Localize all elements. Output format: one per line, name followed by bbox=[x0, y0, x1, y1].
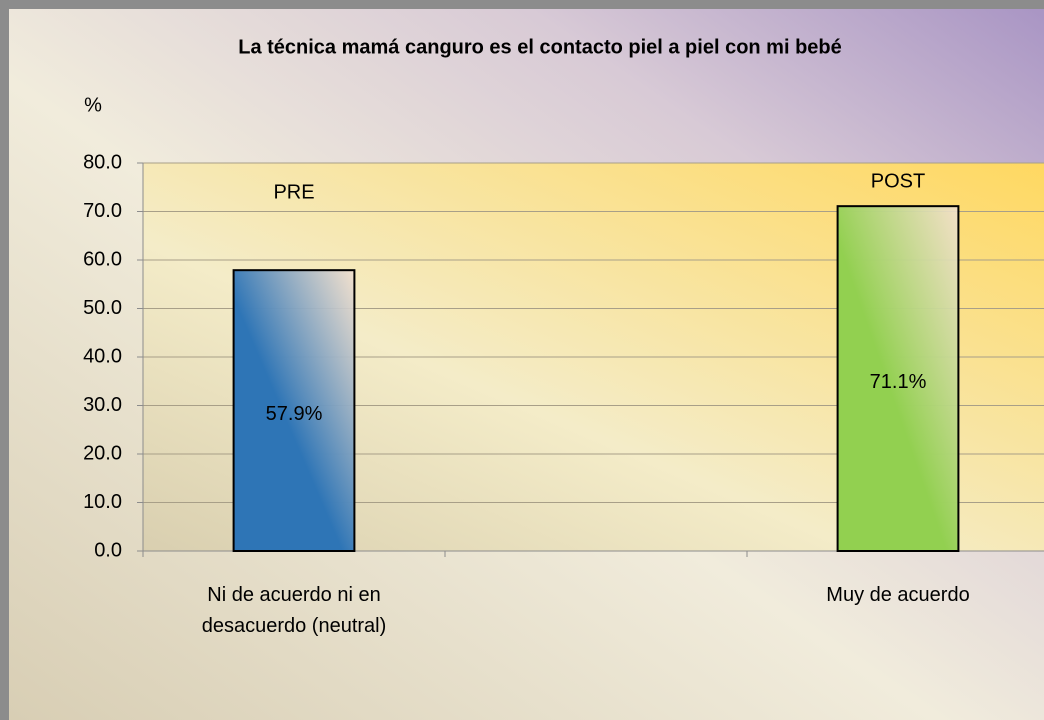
x-tick-label: Muy de acuerdo bbox=[826, 584, 970, 606]
y-tick-label: 30.0 bbox=[83, 394, 122, 416]
y-tick-label: 70.0 bbox=[83, 200, 122, 222]
bar bbox=[232, 269, 356, 552]
y-tick-label: 40.0 bbox=[83, 345, 122, 367]
x-tick-label: Ni de acuerdo ni en desacuerdo (neutral) bbox=[201, 584, 387, 637]
y-tick-label: 10.0 bbox=[83, 491, 122, 513]
y-axis-label: % bbox=[84, 94, 102, 116]
y-tick-label: 0.0 bbox=[94, 539, 122, 561]
y-tick-label: 50.0 bbox=[83, 297, 122, 319]
y-tick-label: 80.0 bbox=[83, 151, 122, 173]
bar bbox=[836, 205, 960, 552]
data-label: 57.9% bbox=[266, 403, 323, 425]
series-label: PRE bbox=[273, 181, 314, 203]
y-tick-label: 20.0 bbox=[83, 442, 122, 464]
data-label: 71.1% bbox=[870, 371, 927, 393]
series-label: POST bbox=[871, 170, 925, 192]
y-tick-label: 60.0 bbox=[83, 248, 122, 270]
chart-title: La técnica mamá canguro es el contacto p… bbox=[238, 36, 842, 58]
